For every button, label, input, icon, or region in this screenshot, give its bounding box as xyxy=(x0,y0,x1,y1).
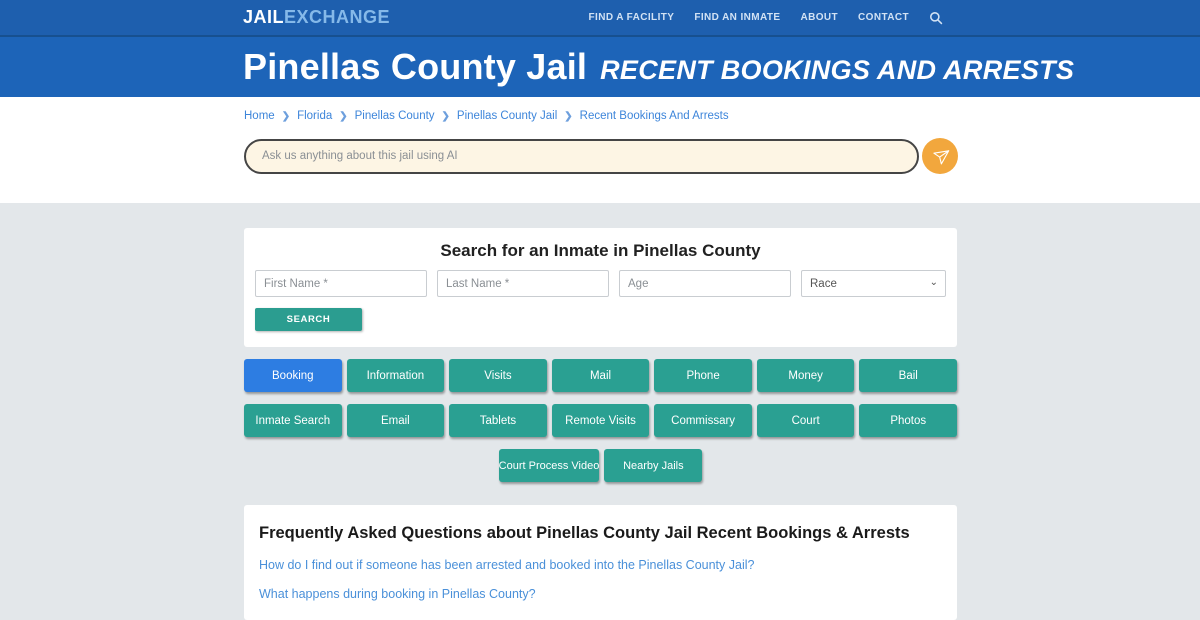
chevron-right-icon: ❯ xyxy=(441,110,450,122)
quick-links-row-1: Booking Information Visits Mail Phone Mo… xyxy=(244,359,958,392)
quick-link-tablets[interactable]: Tablets xyxy=(449,404,547,437)
quick-link-nearby-jails[interactable]: Nearby Jails xyxy=(604,449,703,482)
inmate-search-card: Search for an Inmate in Pinellas County … xyxy=(244,228,957,347)
last-name-field[interactable] xyxy=(437,270,609,297)
nav-find-an-inmate[interactable]: FIND AN INMATE xyxy=(694,12,781,23)
quick-link-information[interactable]: Information xyxy=(346,359,445,392)
first-name-field[interactable] xyxy=(255,270,427,297)
race-select[interactable]: Race xyxy=(801,270,946,297)
quick-link-court-process-video[interactable]: Court Process Video xyxy=(498,449,600,482)
ai-search-input[interactable] xyxy=(244,138,919,174)
quick-link-bail[interactable]: Bail xyxy=(859,359,958,392)
logo-part-jail: JAIL xyxy=(243,7,285,27)
quick-links-grid: Booking Information Visits Mail Phone Mo… xyxy=(244,359,958,482)
nav-contact[interactable]: CONTACT xyxy=(858,12,909,23)
quick-links-row-3: Court Process Video Nearby Jails xyxy=(244,449,957,482)
search-button[interactable]: SEARCH xyxy=(255,308,362,331)
breadcrumb-florida[interactable]: Florida xyxy=(297,110,333,122)
paper-plane-icon xyxy=(932,148,949,165)
breadcrumb: Home ❯ Florida ❯ Pinellas County ❯ Pinel… xyxy=(244,110,1200,122)
quick-link-inmate-search[interactable]: Inmate Search xyxy=(244,404,342,437)
nav-find-a-facility[interactable]: FIND A FACILITY xyxy=(588,12,675,23)
breadcrumb-recent-bookings[interactable]: Recent Bookings And Arrests xyxy=(579,110,729,122)
inmate-search-title: Search for an Inmate in Pinellas County xyxy=(440,241,761,260)
faq-question-1[interactable]: How do I find out if someone has been ar… xyxy=(259,558,755,572)
faq-question-2[interactable]: What happens during booking in Pinellas … xyxy=(259,587,536,601)
chevron-right-icon: ❯ xyxy=(339,110,348,122)
quick-link-money[interactable]: Money xyxy=(756,359,855,392)
top-header: JAILEXCHANGE FIND A FACILITY FIND AN INM… xyxy=(0,0,1200,37)
quick-link-phone[interactable]: Phone xyxy=(654,359,752,392)
age-field[interactable] xyxy=(619,270,791,297)
chevron-right-icon: ❯ xyxy=(281,110,291,122)
nav-about[interactable]: ABOUT xyxy=(800,12,839,23)
quick-link-mail[interactable]: Mail xyxy=(551,359,650,392)
page-title: Pinellas County Jail xyxy=(243,46,588,87)
page-subtitle: RECENT BOOKINGS AND ARRESTS xyxy=(600,54,1075,85)
race-select-wrap: Race ⌄ xyxy=(801,270,946,297)
quick-links-row-2: Inmate Search Email Tablets Remote Visit… xyxy=(244,404,958,437)
quick-link-email[interactable]: Email xyxy=(346,404,445,437)
quick-link-booking[interactable]: Booking xyxy=(244,359,342,392)
faq-title: Frequently Asked Questions about Pinella… xyxy=(259,524,910,542)
breadcrumb-search-section: Home ❯ Florida ❯ Pinellas County ❯ Pinel… xyxy=(0,97,1200,203)
main-content: Search for an Inmate in Pinellas County … xyxy=(0,203,1200,620)
breadcrumb-home[interactable]: Home xyxy=(244,110,275,122)
page-banner: Pinellas County Jail RECENT BOOKINGS AND… xyxy=(0,37,1200,97)
quick-link-photos[interactable]: Photos xyxy=(859,404,958,437)
inmate-search-fields: Race ⌄ xyxy=(255,270,946,297)
quick-link-court[interactable]: Court xyxy=(756,404,855,437)
faq-card: Frequently Asked Questions about Pinella… xyxy=(244,505,957,620)
quick-link-visits[interactable]: Visits xyxy=(449,359,547,392)
quick-link-commissary[interactable]: Commissary xyxy=(654,404,752,437)
ai-search-bar xyxy=(244,138,1200,174)
logo-part-exchange: EXCHANGE xyxy=(284,7,391,27)
quick-link-remote-visits[interactable]: Remote Visits xyxy=(551,404,650,437)
ai-send-button[interactable] xyxy=(922,138,958,174)
chevron-right-icon: ❯ xyxy=(564,110,573,122)
main-nav: FIND A FACILITY FIND AN INMATE ABOUT CON… xyxy=(589,11,943,25)
site-logo[interactable]: JAILEXCHANGE xyxy=(243,7,390,28)
search-icon[interactable] xyxy=(929,11,943,25)
breadcrumb-pinellas-county-jail[interactable]: Pinellas County Jail xyxy=(456,110,558,122)
breadcrumb-pinellas-county[interactable]: Pinellas County xyxy=(354,110,435,122)
